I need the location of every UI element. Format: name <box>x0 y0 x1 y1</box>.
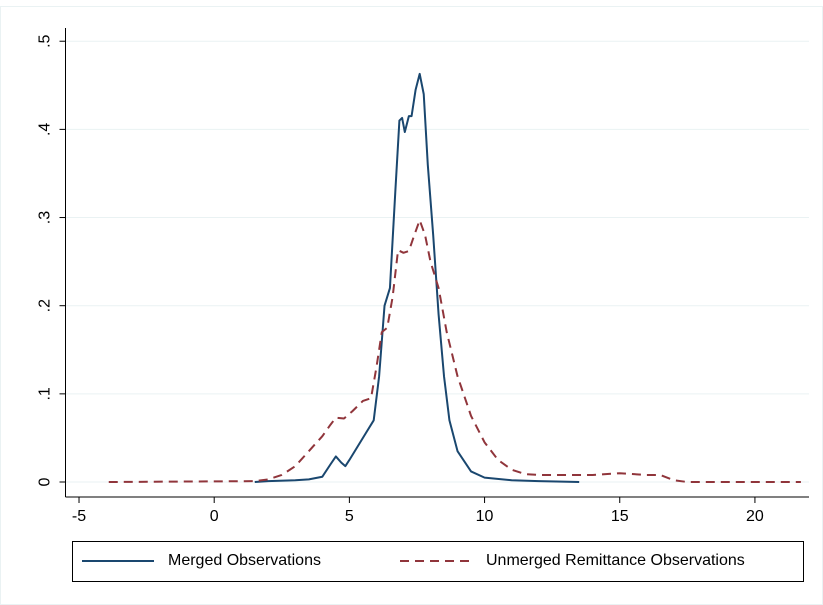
legend-label: Merged Observations <box>168 552 321 569</box>
x-tick-label: 10 <box>476 508 494 525</box>
x-tick-label: 5 <box>345 508 354 525</box>
y-tick-label: .2 <box>37 299 54 312</box>
x-tick-label: 0 <box>210 508 219 525</box>
x-tick-label: 15 <box>611 508 629 525</box>
x-tick-label: -5 <box>72 508 86 525</box>
y-tick-label: .5 <box>37 34 54 47</box>
y-tick-label: 0 <box>37 477 54 486</box>
y-tick-label: .1 <box>37 387 54 400</box>
y-tick-label: .3 <box>37 211 54 224</box>
series-line <box>254 72 580 484</box>
x-tick-label: 20 <box>746 508 764 525</box>
legend-label: Unmerged Remittance Observations <box>486 552 745 569</box>
y-tick-label: .4 <box>37 123 54 136</box>
series-line <box>108 219 801 484</box>
